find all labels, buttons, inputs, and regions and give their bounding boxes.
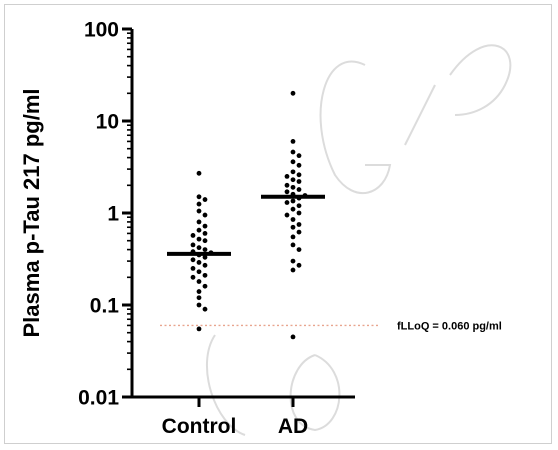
data-point [196, 269, 202, 275]
data-point [190, 242, 196, 248]
data-point [196, 208, 202, 214]
data-point [284, 182, 290, 188]
data-point [296, 262, 302, 268]
data-point [290, 258, 296, 264]
data-point [290, 149, 296, 155]
data-point [296, 162, 302, 168]
y-tick-label: 1 [107, 203, 119, 226]
data-point [290, 90, 296, 96]
data-point [290, 177, 296, 183]
data-point [284, 200, 290, 205]
chart-frame: 0.01 0.1 1 10 100 Control AD Plasma p-Tau 217… [4, 4, 552, 444]
data-point [202, 231, 208, 236]
data-point [296, 187, 302, 192]
y-tick-label: 100 [84, 19, 119, 42]
data-point [196, 219, 202, 225]
data-point [202, 272, 208, 278]
data-point [196, 194, 202, 200]
data-point [290, 169, 296, 175]
data-point [290, 184, 296, 190]
x-ticks: Control AD [162, 397, 308, 438]
data-point [296, 203, 302, 209]
data-point [296, 172, 302, 178]
data-point [290, 242, 296, 248]
data-point [296, 222, 302, 227]
x-category-label: Control [162, 415, 237, 438]
data-point [290, 217, 296, 222]
data-point [196, 302, 202, 308]
scatter-chart: 0.01 0.1 1 10 100 Control AD Plasma p-Tau 217… [19, 19, 512, 438]
data-point [196, 236, 202, 242]
data-point [296, 210, 302, 216]
data-point [284, 212, 290, 218]
data-point [290, 159, 296, 165]
data-point [196, 279, 202, 284]
data-point [202, 212, 208, 218]
data-point [190, 265, 196, 271]
data-point [196, 245, 202, 251]
data-point [284, 189, 290, 195]
data-point [196, 170, 202, 176]
y-axis-label: Plasma p-Tau 217 pg/ml [19, 88, 44, 337]
data-point [202, 306, 208, 312]
y-tick-label: 0.01 [78, 387, 119, 410]
data-point [196, 326, 202, 332]
data-point [296, 229, 302, 235]
data-point [196, 260, 202, 265]
data-point [196, 227, 202, 233]
data-point [290, 234, 296, 240]
data-point [202, 238, 208, 244]
data-point [202, 262, 208, 268]
x-category-label: AD [278, 415, 308, 438]
lloq-label: fLLoQ = 0.060 pg/ml [397, 320, 502, 332]
data-point [190, 233, 196, 238]
data-point [202, 223, 208, 229]
data-point [284, 173, 290, 179]
watermark [206, 44, 512, 436]
y-tick-label: 0.1 [90, 295, 120, 318]
y-tick-label: 10 [96, 111, 119, 134]
data-point [290, 139, 296, 144]
y-ticks: 0.01 0.1 1 10 100 [78, 19, 132, 410]
data-point [190, 257, 196, 263]
data-point [290, 224, 296, 230]
data-point [296, 247, 302, 253]
data-point [290, 267, 296, 273]
data-point [290, 206, 296, 212]
data-point [202, 283, 208, 289]
data-point [202, 254, 208, 260]
data-point [196, 201, 202, 207]
data-point [196, 289, 202, 294]
data-point [296, 179, 302, 184]
data-point [296, 153, 302, 159]
data-point [196, 295, 202, 301]
data-point [290, 198, 296, 204]
data-point [190, 274, 196, 280]
data-points [190, 90, 308, 340]
median-lines [167, 194, 325, 256]
data-point [202, 197, 208, 202]
data-point [290, 334, 296, 340]
data-point [202, 247, 208, 253]
